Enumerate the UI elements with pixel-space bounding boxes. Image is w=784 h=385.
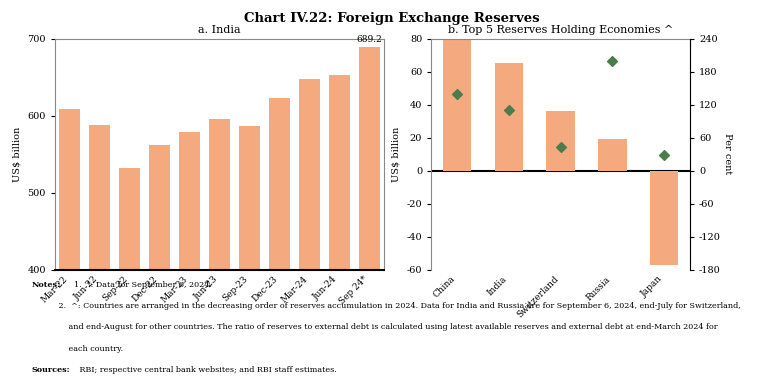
Text: 2.  ^: Countries are arranged in the decreasing order of reserves accumulation i: 2. ^: Countries are arranged in the decr…: [31, 302, 741, 310]
Bar: [89, 125, 111, 385]
Text: 1.  *: Data for September 6, 2024.: 1. *: Data for September 6, 2024.: [69, 281, 212, 289]
Point: [554, 144, 567, 151]
Text: Sources:: Sources:: [31, 366, 70, 374]
Bar: [60, 109, 80, 385]
Bar: [359, 47, 379, 385]
Text: RBI; respective central bank websites; and RBI staff estimates.: RBI; respective central bank websites; a…: [77, 366, 336, 374]
Bar: [598, 139, 626, 171]
Bar: [495, 63, 523, 171]
Bar: [650, 171, 678, 264]
Point: [503, 107, 515, 113]
Point: [606, 57, 619, 64]
Point: [451, 90, 463, 97]
Bar: [299, 79, 320, 385]
Y-axis label: US$ billion: US$ billion: [392, 126, 401, 182]
Bar: [179, 132, 200, 385]
Bar: [119, 168, 140, 385]
Bar: [149, 145, 170, 385]
Bar: [269, 98, 290, 385]
Bar: [328, 75, 350, 385]
Text: and end-August for other countries. The ratio of reserves to external debt is ca: and end-August for other countries. The …: [31, 323, 718, 331]
Y-axis label: Per cent: Per cent: [723, 133, 732, 175]
Text: Notes:: Notes:: [31, 281, 60, 289]
Bar: [443, 40, 471, 171]
Point: [658, 152, 670, 158]
Text: 689.2: 689.2: [356, 35, 382, 44]
Text: Chart IV.22: Foreign Exchange Reserves: Chart IV.22: Foreign Exchange Reserves: [244, 12, 540, 25]
Text: each country.: each country.: [31, 345, 124, 353]
Bar: [239, 126, 260, 385]
Bar: [209, 119, 230, 385]
Title: b. Top 5 Reserves Holding Economies ^: b. Top 5 Reserves Holding Economies ^: [448, 25, 673, 35]
Y-axis label: US$ billion: US$ billion: [13, 126, 22, 182]
Title: a. India: a. India: [198, 25, 241, 35]
Bar: [546, 111, 575, 171]
